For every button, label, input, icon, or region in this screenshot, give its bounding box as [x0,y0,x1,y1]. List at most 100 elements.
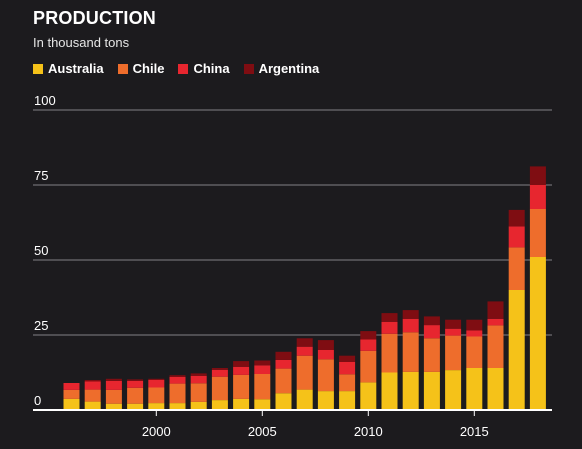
x-tick-label: 2005 [248,424,277,439]
bar-segment-australia-2003 [211,400,228,410]
bar-segment-chile-1996 [63,389,80,399]
x-tick-label: 2015 [460,424,489,439]
y-tick-label: 50 [34,243,48,258]
bar-segment-australia-2004 [233,398,250,410]
chart-title: PRODUCTION [33,8,156,28]
bar-segment-chile-2010 [360,350,377,383]
bar-segment-china-2015 [466,330,483,337]
legend-swatch [243,63,254,74]
bar-segment-chile-2005 [254,374,271,400]
bar-segment-australia-2018 [529,257,546,410]
bar-segment-argentina-2017 [508,209,525,227]
bar-segment-australia-2005 [254,399,271,410]
bar-segment-china-2003 [211,369,228,377]
bar-segment-argentina-2010 [360,331,377,340]
bar-segment-chile-2013 [423,338,440,372]
bar-segment-china-2007 [296,346,313,356]
bar-segment-china-2000 [148,380,165,388]
bar-segment-chile-2017 [508,247,525,290]
bar-segment-china-2009 [339,362,356,375]
legend-swatch [117,63,128,74]
bar-segment-china-2002 [190,375,207,384]
bar-segment-chile-2014 [445,335,462,371]
bar-segment-australia-2000 [148,403,165,410]
bar-segment-australia-1998 [105,403,122,410]
legend-item-australia: Australia [33,61,104,76]
bar-segment-chile-2018 [529,209,546,257]
legend-swatch [178,63,189,74]
bar-segment-argentina-2002 [190,373,207,376]
bar-segment-argentina-2001 [169,375,186,377]
bar-segment-china-2011 [381,321,398,334]
bar-segment-argentina-1998 [105,378,122,381]
bar-segment-china-2005 [254,365,271,374]
bar-segment-australia-2016 [487,368,504,410]
bar-segment-australia-2011 [381,372,398,410]
bar-segment-china-1998 [105,380,122,390]
bar-segment-argentina-2014 [445,319,462,329]
bar-segment-argentina-2008 [317,340,334,350]
x-tick-label: 2010 [354,424,383,439]
bar-segment-china-1999 [127,380,144,388]
bar-segment-china-1997 [84,381,101,390]
bar-segment-argentina-2005 [254,360,271,366]
bar-segment-argentina-2016 [487,301,504,319]
bar-segment-china-2004 [233,366,250,375]
legend-label: Argentina [258,61,320,76]
bar-segment-china-2013 [423,325,440,339]
bar-segment-argentina-2012 [402,310,419,319]
x-tick-label: 2000 [142,424,171,439]
bar-segment-australia-2010 [360,382,377,410]
bar-segment-australia-1997 [84,401,101,410]
bar-segment-china-2008 [317,350,334,360]
bar-segment-chile-1999 [127,387,144,404]
bar-segment-chile-2016 [487,325,504,368]
bar-segment-chile-1997 [84,389,101,402]
bar-segment-australia-2014 [445,370,462,410]
bar-segment-argentina-2007 [296,338,313,347]
bar-segment-australia-2013 [423,371,440,410]
bar-segment-chile-2007 [296,355,313,390]
bar-segment-china-2006 [275,359,292,369]
chart-legend: Australia Chile China Argentina [33,61,333,76]
bar-segment-chile-2012 [402,332,419,372]
bar-segment-argentina-2018 [529,166,546,185]
bar-segment-argentina-2011 [381,313,398,322]
bar-segment-argentina-2015 [466,319,483,331]
bar-segment-china-1996 [63,383,80,390]
bar-segment-chile-2000 [148,387,165,404]
y-tick-label: 25 [34,318,48,333]
bar-segment-australia-2006 [275,393,292,410]
bar-segment-australia-2017 [508,290,525,410]
bar-segment-argentina-2006 [275,351,292,360]
legend-label: China [193,61,230,76]
y-tick-label: 75 [34,168,48,183]
bar-segment-australia-2012 [402,371,419,410]
bar-segment-australia-2002 [190,401,207,410]
legend-swatch [33,63,43,74]
bar-segment-argentina-2004 [233,361,250,367]
bar-segment-argentina-2009 [339,355,356,362]
bar-segment-argentina-2000 [148,378,165,380]
bar-segment-china-2012 [402,318,419,333]
bar-segment-argentina-1997 [84,380,101,382]
bar-segment-chile-2002 [190,383,207,402]
bar-segment-australia-2008 [317,391,334,410]
bar-segment-australia-2009 [339,391,356,410]
bar-segment-chile-2004 [233,374,250,399]
bar-segment-chile-1998 [105,389,122,404]
chart-subtitle: In thousand tons [33,35,130,50]
legend-item-chile: Chile [117,61,164,76]
bar-segment-chile-2011 [381,333,398,373]
bar-segment-australia-2007 [296,389,313,410]
bar-segment-chile-2015 [466,336,483,368]
bar-segment-argentina-1999 [127,379,144,381]
bar-segment-chile-2003 [211,376,228,401]
bar-segment-australia-2001 [169,403,186,410]
legend-item-argentina: Argentina [243,61,320,76]
legend-label: Australia [48,61,104,76]
bar-segment-china-2018 [529,185,546,209]
bar-segment-china-2014 [445,328,462,336]
bar-segment-australia-1996 [63,398,80,410]
